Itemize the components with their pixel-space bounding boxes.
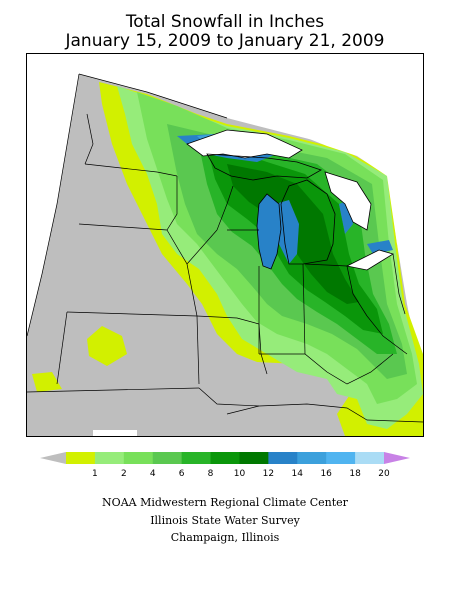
lake-huron [324, 171, 372, 231]
snow-14-16-east2 [367, 240, 393, 254]
snow-1-2-southwest [87, 326, 127, 366]
legend-tick-label: 20 [378, 469, 390, 479]
snow-1-2-south [32, 372, 62, 392]
lake-superior [186, 129, 303, 159]
state-borders [27, 73, 423, 423]
credit-location: Champaign, Illinois [170, 531, 280, 544]
map-title: Total Snowfall in Inches [125, 12, 325, 32]
canada-region [289, 54, 423, 244]
legend-tick-label: 8 [208, 469, 214, 479]
legend-swatch [326, 452, 356, 464]
legend-tick-label: 4 [150, 469, 156, 479]
map-date-range: January 15, 2009 to January 21, 2009 [65, 31, 385, 51]
legend-tick-label: 14 [292, 469, 304, 479]
legend-swatch [94, 452, 125, 464]
legend-tick-label: 18 [349, 469, 361, 479]
legend-swatch [181, 452, 212, 464]
legend-tick-label: 10 [234, 469, 246, 479]
upper-peninsula-border [206, 153, 322, 181]
legend-over-arrow [384, 452, 410, 464]
legend-swatch [123, 452, 154, 464]
snow-14-16-lake-effect [275, 200, 299, 264]
michigan-border [280, 179, 336, 265]
legend-under-arrow [40, 452, 66, 464]
legend-swatch [355, 452, 385, 464]
credit-survey: Illinois State Water Survey [150, 514, 300, 527]
snowfall-map [26, 53, 424, 437]
legend-swatch [297, 452, 327, 464]
legend-tick-label: 2 [121, 469, 127, 479]
legend-swatch [152, 452, 183, 464]
legend-tick-label: 6 [179, 469, 185, 479]
legend-swatch [210, 452, 240, 464]
no-data-patch [93, 430, 137, 436]
legend-tick-label: 12 [263, 469, 274, 479]
legend-swatch [268, 452, 298, 464]
credit-organization: NOAA Midwestern Regional Climate Center [102, 496, 348, 509]
lake-michigan [256, 193, 282, 270]
legend-tick-label: 16 [320, 469, 332, 479]
canada-region-north [27, 54, 289, 120]
color-legend: 1 2 4 6 8 10 12 14 16 18 20 [40, 448, 410, 482]
legend-swatch [239, 452, 269, 464]
legend-swatch [66, 452, 96, 464]
legend-tick-label: 1 [92, 469, 98, 479]
